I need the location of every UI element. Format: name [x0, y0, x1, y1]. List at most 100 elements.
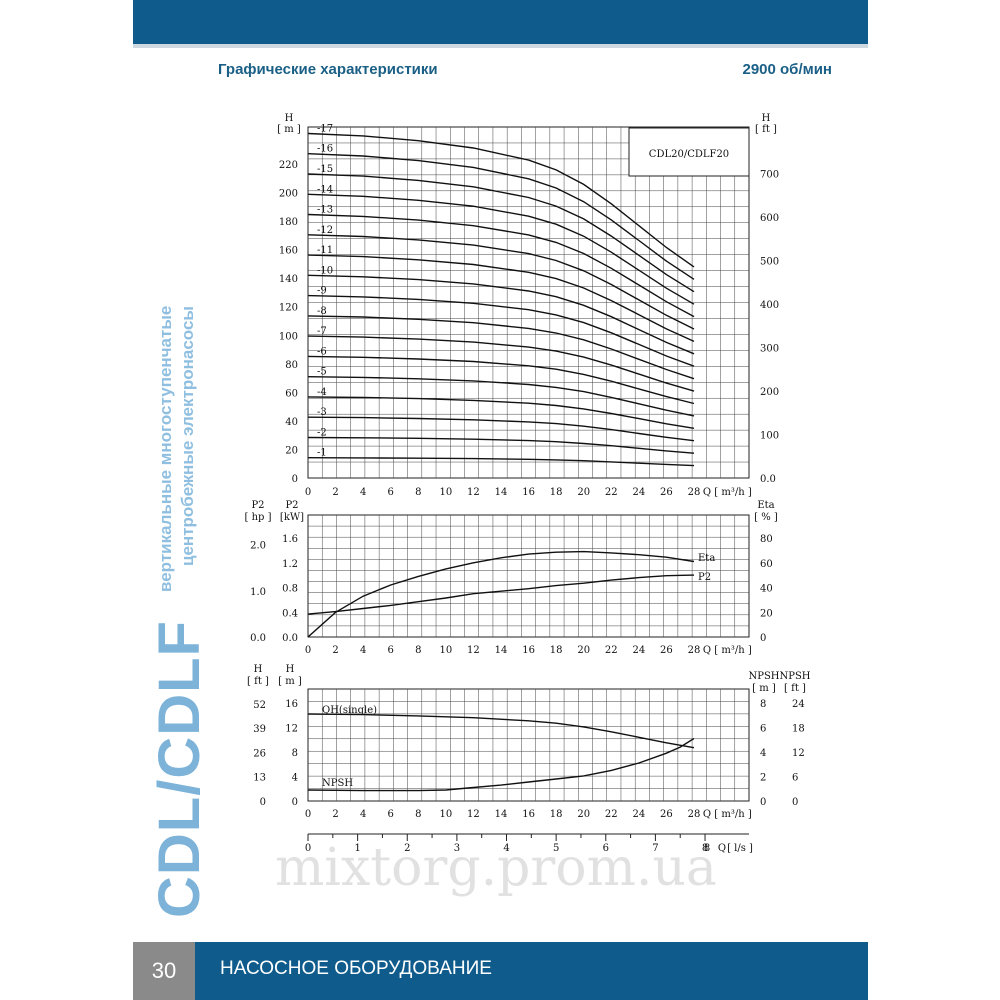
npsh-yunit-hft: [ ft ] — [247, 676, 269, 687]
npsh-ytick-hft: 26 — [253, 748, 266, 759]
hq-xtick: 26 — [660, 487, 673, 498]
npsh-ytick-ft: 18 — [792, 724, 805, 735]
hq-curve-stage-9 — [307, 294, 695, 367]
hq-stage-label: -11 — [317, 245, 333, 256]
hq-ylabel-left: H — [285, 113, 294, 124]
npsh-label: NPSH — [322, 778, 353, 789]
power-ytick-eta: 60 — [760, 559, 773, 570]
ls-tick-label: 7 — [652, 843, 658, 854]
hq-curve-stage-16 — [307, 153, 695, 280]
hq-stage-label: -9 — [317, 286, 327, 297]
npsh-ytick-hft: 13 — [253, 773, 266, 784]
hq-xtick: 16 — [522, 487, 535, 498]
top-banner-shadow — [133, 44, 868, 48]
hq-ytick-right: 400 — [760, 300, 779, 311]
npsh-xtick: 26 — [660, 809, 673, 820]
power-xtick: 10 — [439, 645, 452, 656]
hq-ytick-left: 140 — [279, 274, 298, 285]
power-xtick: 22 — [605, 645, 618, 656]
hq-stage-label: -5 — [317, 367, 327, 378]
hq-curve-stage-6 — [307, 355, 695, 405]
hq-curve-stage-17 — [307, 132, 695, 268]
hq-ytick-right: 300 — [760, 343, 779, 354]
npsh-ytick-m: 4 — [760, 748, 766, 759]
power-yunit-kw: [kW] — [280, 512, 304, 523]
npsh-yunit-hm: [ m ] — [278, 676, 302, 687]
hq-xtick: 6 — [388, 487, 394, 498]
bottom-banner — [133, 942, 868, 1000]
power-xtick: 24 — [632, 645, 645, 656]
power-xtick: 0 — [305, 645, 311, 656]
power-xtick: 18 — [550, 645, 563, 656]
npsh-ytick-m: 2 — [760, 773, 766, 784]
power-ylabel-eta: Eta — [757, 500, 774, 511]
hq-ytick-right: 600 — [760, 213, 779, 224]
npsh-xtick: 22 — [605, 809, 618, 820]
npsh-ytick-hm: 12 — [285, 724, 298, 735]
power-ytick-kw: 0.8 — [282, 584, 298, 595]
hq-curve-stage-2 — [307, 436, 695, 454]
ls-tick-label: 4 — [503, 843, 509, 854]
hq-xtick: 8 — [415, 487, 421, 498]
hq-curve-stage-7 — [307, 335, 695, 392]
npsh-grid-frame — [307, 688, 750, 802]
npsh-xtick: 4 — [360, 809, 366, 820]
hq-ytick-left: 220 — [279, 160, 298, 171]
npsh-xtick: 20 — [577, 809, 590, 820]
npsh-xtick: 28 — [688, 809, 701, 820]
hq-xtick: 28 — [688, 487, 701, 498]
ls-tick-label: 0 — [305, 843, 311, 854]
hq-curve-stage-12 — [307, 234, 695, 330]
hq-curve-stage-11 — [307, 254, 695, 343]
power-ytick-eta: 0 — [760, 633, 766, 644]
hq-xtick: 24 — [632, 487, 645, 498]
hq-ytick-right: 0.0 — [760, 474, 776, 485]
npsh-ytick-m: 8 — [760, 699, 766, 710]
hq-curve-stage-4 — [307, 396, 695, 429]
npsh-ytick-hft: 39 — [253, 724, 266, 735]
power-xunit: [ m³/h ] — [714, 645, 752, 656]
power-xtick: 16 — [522, 645, 535, 656]
hq-ytick-left: 180 — [279, 217, 298, 228]
power-ytick-hp: 0.0 — [250, 633, 266, 644]
ls-tick-label: 6 — [603, 843, 609, 854]
ls-tick-label: 2 — [404, 843, 410, 854]
npsh-xtick: 16 — [522, 809, 535, 820]
npsh-xtick: 12 — [467, 809, 480, 820]
hq-ytick-left: 120 — [279, 303, 298, 314]
ls-tick-label: 1 — [354, 843, 360, 854]
npsh-xtick: 24 — [632, 809, 645, 820]
hq-ytick-left: 60 — [285, 388, 298, 399]
hq-xtick: 4 — [360, 487, 366, 498]
hq-xlabel: Q — [703, 487, 711, 498]
hq-stage-label: -14 — [317, 184, 333, 195]
power-xlabel: Q — [703, 645, 711, 656]
npsh-ytick-ft: 6 — [792, 773, 798, 784]
ls-xlabel: Q — [718, 843, 726, 854]
hq-ytick-left: 160 — [279, 246, 298, 257]
hq-stage-label: -17 — [317, 123, 333, 134]
power-ytick-kw: 1.2 — [282, 559, 298, 570]
npsh-ylabel-ft: NPSH — [779, 671, 810, 682]
hq-curve-stage-3 — [307, 416, 695, 442]
hq-ylabel-right: H — [762, 113, 771, 124]
hq-xtick: 2 — [332, 487, 338, 498]
power-ytick-eta: 20 — [760, 608, 773, 619]
power-ytick-eta: 40 — [760, 584, 773, 595]
npsh-xlabel: Q — [703, 809, 711, 820]
power-xtick: 12 — [467, 645, 480, 656]
qh-single-label: QH(single) — [322, 705, 377, 716]
hq-curve-stage-8 — [307, 315, 695, 380]
npsh-yunit-m: [ m ] — [752, 683, 776, 694]
hq-xtick: 18 — [550, 487, 563, 498]
npsh-xtick: 0 — [305, 809, 311, 820]
hq-stage-label: -15 — [317, 164, 333, 175]
npsh-ytick-m: 6 — [760, 724, 766, 735]
eta-label: Eta — [698, 553, 715, 564]
npsh-ytick-hft: 0 — [260, 797, 266, 808]
npsh-xtick: 2 — [332, 809, 338, 820]
ls-xunit: [ l/s ] — [727, 843, 753, 854]
power-ytick-hp: 1.0 — [250, 587, 266, 598]
npsh-xtick: 14 — [495, 809, 508, 820]
npsh-ylabel-m: NPSH — [748, 671, 779, 682]
